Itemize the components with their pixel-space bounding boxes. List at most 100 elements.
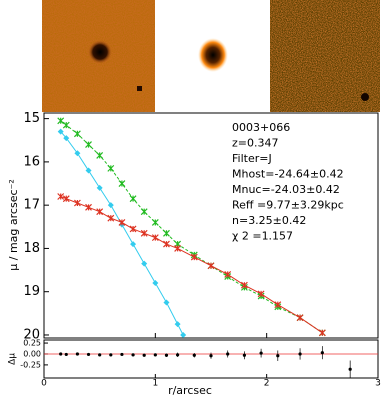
marker — [73, 130, 81, 138]
marker — [96, 184, 103, 191]
residual-point — [348, 367, 352, 371]
marker — [151, 219, 159, 226]
marker — [151, 234, 159, 242]
annotation: Reff =9.77±3.29kpc — [232, 199, 344, 212]
residual-point — [75, 352, 79, 356]
residual-point — [226, 352, 230, 356]
residual-noise — [270, 0, 380, 112]
marker — [85, 141, 92, 149]
residual-point — [153, 353, 157, 357]
series-line — [60, 196, 323, 334]
marker — [129, 225, 137, 233]
x-tick-label: 3 — [375, 379, 381, 389]
residual-point — [142, 353, 146, 357]
marker — [141, 260, 148, 267]
residual-point — [192, 353, 196, 357]
marker — [163, 229, 170, 237]
y-tick-label: 19 — [23, 284, 40, 299]
residual-y-tick-label: 0.00 — [23, 349, 41, 358]
residual-point — [120, 352, 124, 357]
residual-point — [98, 353, 102, 357]
marker — [73, 199, 81, 207]
marker — [296, 314, 304, 322]
residual-point — [298, 352, 302, 356]
marker — [129, 195, 137, 203]
marker — [62, 121, 70, 129]
marker — [174, 245, 182, 252]
residual-point — [64, 352, 68, 357]
marker — [63, 135, 70, 142]
marker — [57, 193, 65, 200]
residual-point — [209, 354, 213, 358]
series-line — [60, 131, 184, 336]
marker — [118, 219, 126, 226]
marker — [118, 180, 126, 187]
residual-point — [320, 351, 324, 355]
y-tick-label: 16 — [23, 154, 40, 169]
marker — [96, 151, 104, 159]
marker — [85, 167, 92, 174]
marker — [140, 229, 148, 237]
annotation: Filter=J — [232, 152, 272, 165]
model-source — [198, 38, 228, 72]
residual-point — [176, 353, 180, 357]
marker — [163, 299, 170, 306]
marker — [57, 117, 65, 125]
residual-point — [109, 353, 113, 357]
marker — [274, 301, 282, 309]
marker — [107, 214, 115, 222]
marker — [174, 321, 181, 328]
annotation: n=3.25±0.42 — [232, 214, 306, 227]
residual-y-tick-label: -0.25 — [20, 360, 41, 369]
residual-y-tick-label: 0.25 — [23, 339, 41, 348]
y-tick-label: 17 — [23, 198, 40, 213]
residual-point — [86, 352, 91, 357]
marker — [130, 241, 137, 248]
marker — [96, 208, 104, 216]
marker — [240, 281, 248, 289]
x-tick-label: 0 — [41, 379, 47, 389]
residual-point — [164, 353, 169, 357]
y-axis-label: μ / mag arcsec⁻² — [7, 179, 20, 270]
marker — [107, 202, 114, 209]
annotation: χ 2 =1.157 — [232, 230, 293, 243]
marker — [224, 270, 232, 278]
marker — [257, 290, 265, 298]
image-star — [137, 86, 142, 91]
y-tick-label: 18 — [23, 241, 40, 256]
marker — [207, 262, 215, 270]
x-axis-label: r/arcsec — [168, 384, 212, 397]
main-frame — [43, 112, 379, 339]
marker — [57, 128, 64, 135]
residual-point — [242, 353, 246, 357]
image-source — [88, 40, 112, 64]
residual-spot — [361, 93, 369, 101]
marker — [107, 164, 115, 172]
marker — [318, 329, 326, 337]
y-tick-label: 20 — [23, 327, 40, 342]
annotation: Mnuc=-24.03±0.42 — [232, 183, 340, 196]
marker — [152, 280, 159, 287]
x-tick-label: 2 — [264, 379, 270, 389]
marker — [85, 203, 92, 211]
image-panels — [42, 0, 380, 112]
x-tick-label: 1 — [152, 379, 158, 389]
marker — [140, 208, 148, 216]
residual-y-label: Δμ — [8, 353, 18, 365]
residual-point — [276, 354, 280, 358]
marker — [74, 150, 81, 157]
residual-point — [131, 353, 135, 357]
marker — [180, 331, 187, 338]
residual-point — [59, 352, 63, 356]
annotation: z=0.347 — [232, 137, 278, 150]
marker — [62, 195, 70, 203]
residual-point — [259, 351, 263, 355]
annotation: 0003+066 — [232, 121, 290, 134]
annotation: Mhost=-24.64±0.42 — [232, 168, 344, 181]
residual-frame — [43, 339, 379, 379]
series-line — [60, 120, 323, 334]
marker — [163, 240, 170, 248]
marker — [190, 253, 198, 261]
y-tick-label: 15 — [23, 111, 40, 126]
